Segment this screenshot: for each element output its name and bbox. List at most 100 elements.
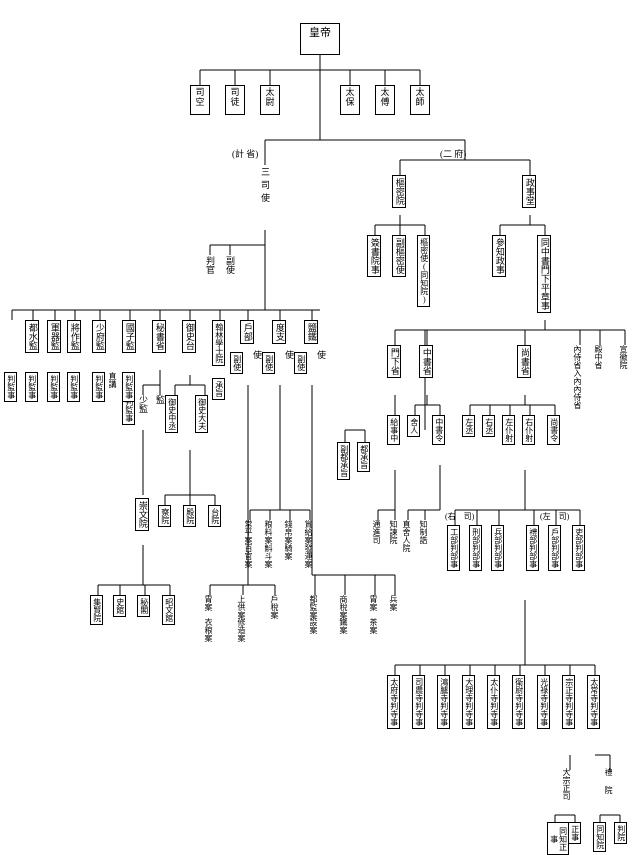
ss-right-si: (右 司)	[445, 513, 474, 521]
menxia-node: 門下省	[387, 345, 401, 378]
shumiyuan-node: 樞密院	[392, 175, 406, 208]
shumi-off-0: 簽書院事	[367, 235, 381, 277]
junqi-sub-0: 判監事	[47, 372, 60, 402]
hubu-sub: 副使	[230, 352, 243, 374]
yantie-node: 鹽鐵	[304, 320, 318, 344]
shumi-off-1: 副樞密使	[392, 235, 406, 277]
ss-off-1: 右丞	[482, 415, 495, 437]
zhengshitang-node: 政事堂	[522, 175, 536, 208]
misc-2: 直舍人院	[402, 520, 410, 552]
ss-off-4: 尚書令	[547, 415, 560, 445]
yt-case-0: 設案	[309, 618, 317, 634]
dushui-node: 都水監	[25, 320, 39, 353]
hubu-case-1-b: 上供案	[237, 595, 245, 619]
chongwen-sub-2: 秘閣	[137, 595, 150, 617]
shaofu-node: 少府監	[92, 320, 106, 353]
ss-dep-4: 戶部判部事	[548, 525, 561, 571]
misc-3: 知制誥	[419, 520, 427, 544]
sansi-panguan: 判官	[205, 256, 214, 274]
hubu-case-0-b: 修造案	[237, 618, 245, 642]
top-official-5: 太師	[410, 85, 430, 115]
misc-0: 通進司	[372, 520, 380, 544]
yst-sub-2: 察院	[158, 505, 171, 527]
yst-sub-4: 台院	[208, 505, 221, 527]
hubu-case-2: 胄案	[204, 595, 212, 611]
dudu-0: 副都承旨	[337, 442, 350, 480]
top-official-0: 司空	[190, 85, 210, 115]
chongwen-sub-1: 史館	[113, 595, 126, 617]
dazong-sub-1: 正事	[568, 822, 581, 844]
hanlin-head: 承旨	[212, 378, 225, 400]
dushui-sub-0: 判監事	[4, 372, 17, 402]
liyuan-head: 禮院	[604, 768, 612, 804]
shangshu-node: 尚書省	[517, 345, 531, 378]
other-right-2: 宣徽院	[619, 345, 627, 369]
shumi-off-2: 樞密使(同知院)	[417, 235, 430, 307]
top-official-2: 太尉	[260, 85, 280, 115]
hubu-case-1-a: 戶稅案	[270, 595, 278, 619]
zhongshu-off-1: 中書令	[432, 415, 445, 445]
temple-4: 太仆寺判寺事	[487, 675, 500, 729]
zst-off-0: 參知政事	[492, 235, 506, 277]
hanlin-node: 翰林學士院	[212, 320, 225, 366]
sansi-head: 三司使	[260, 167, 269, 206]
duzhi-node: 度支	[272, 320, 286, 344]
hubu-case-0-a: 衣粮案	[204, 618, 212, 642]
duzhi-case-0: 常平案百官案	[244, 520, 252, 568]
yst-sub-1: 御史大夫	[195, 395, 208, 433]
chongwen-sub-3: 昭文館	[162, 595, 175, 625]
chongwen-node: 崇文院	[135, 498, 149, 531]
temple-6: 光祿寺判寺事	[537, 675, 550, 729]
liyuan-sub-0: 判院	[614, 822, 627, 844]
yt-case-6: 兵案	[389, 595, 397, 611]
ss-dep-2: 兵部判部事	[491, 525, 504, 571]
temple-2: 鴻臚寺判寺事	[437, 675, 450, 729]
yt-case-4: 商稅案	[339, 595, 347, 619]
ss-off-2: 左仆射	[502, 415, 515, 445]
duzhi-sub: 副使	[262, 352, 275, 374]
jisheng-label: (計 省)	[232, 150, 258, 159]
yst-sub-3: 殿院	[183, 505, 196, 527]
dazong-head: 大宗正司	[562, 768, 570, 800]
ss-dep-0: 工部判部事	[447, 525, 460, 571]
misc-1: 知諫院	[389, 520, 397, 544]
temple-8: 太常寺判寺事	[587, 675, 600, 729]
duzhi-case-2: 錢帛案騎案	[284, 520, 292, 560]
menxia-head: 給事中	[387, 415, 400, 445]
sansi-fushi: 副使	[225, 256, 234, 274]
liyuan-sub-1: 同知院	[593, 822, 606, 852]
yt-case-5: 胄案	[369, 595, 377, 611]
top-official-3: 太保	[340, 85, 360, 115]
jiangzuo-node: 將作監	[67, 320, 81, 353]
temple-3: 大理寺判寺事	[462, 675, 475, 729]
emperor-node: 皇帝	[300, 23, 340, 55]
hubu-head: 使	[252, 350, 261, 359]
ss-off-0: 左丞	[462, 415, 475, 437]
guozi-node: 國子監	[122, 320, 136, 353]
hubu-node: 戶部	[240, 320, 254, 344]
top-official-4: 太傅	[375, 85, 395, 115]
dushui-sub-1: 判監事	[25, 372, 38, 402]
guozi-sub-0: 直講	[108, 372, 116, 388]
temple-1: 司農寺判寺事	[412, 675, 425, 729]
mishu-sub-1: 少監	[138, 395, 147, 413]
other-right-0: 內侍省入內內侍省	[573, 345, 581, 409]
yt-case-2: 茶案	[369, 618, 377, 634]
duzhi-head: 使	[284, 350, 293, 359]
shaofu-sub-0: 判監事	[92, 372, 105, 402]
ss-dep-5: 吏部判部事	[572, 525, 585, 571]
yushitai-node: 御史台	[182, 320, 196, 353]
mishu-node: 秘書省	[152, 320, 166, 353]
other-right-1: 殿中省	[594, 345, 602, 369]
yst-sub-0: 御史中丞	[165, 395, 178, 433]
yantie-sub: 副使	[294, 352, 307, 374]
mishu-sub-0: 監	[155, 395, 164, 404]
zhongshu-node: 中書省	[419, 345, 433, 378]
erfu-label: (二 府)	[440, 150, 466, 159]
ss-dep-1: 刑部判部事	[469, 525, 482, 571]
junqi-node: 軍器監	[47, 320, 61, 353]
zst-off-1: 同中書門下平章事	[537, 235, 551, 313]
duzhi-case-1: 粮料案斛斗案	[264, 520, 272, 568]
jiangzuo-sub-0: 判監事	[67, 372, 80, 402]
yt-case-1: 鐵案	[339, 618, 347, 634]
